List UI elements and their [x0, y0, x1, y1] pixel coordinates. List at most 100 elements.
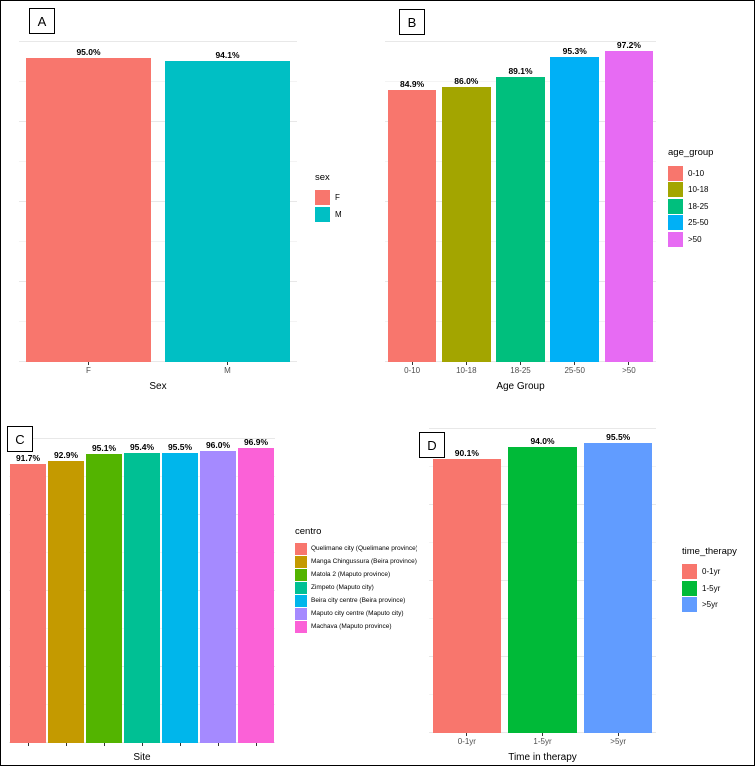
bar-value-label: 95.4% [129, 442, 155, 452]
x-tick-label: 18-25 [510, 366, 531, 375]
bar-value-label: 95.3% [562, 46, 587, 56]
bar-slot: 95.4% [123, 423, 161, 743]
x-axis-ticks [385, 362, 656, 366]
x-tick-label: 0-1yr [457, 737, 476, 746]
legend-item: M [315, 206, 373, 222]
bar-slot: 95.5% [580, 413, 656, 733]
legend-swatch [315, 190, 330, 206]
legend-label: Quelimane city (Quelimane province) [311, 545, 418, 552]
bars: 91.7% 92.9% 95.1% 95.4% 95.5% 96.0% 96.9% [9, 423, 275, 743]
bar-Beira city centre (Beira province) [162, 452, 198, 743]
legend-item: Matola 2 (Maputo province) [295, 568, 417, 581]
bar-value-label: 90.1% [454, 448, 479, 459]
bar-slot: 90.1% [429, 413, 505, 733]
bar-slot: 97.2% [602, 26, 656, 362]
bars: 90.1% 94.0% 95.5% [429, 413, 656, 733]
axis-tick [65, 743, 67, 746]
bars: 95.0% 94.1% [19, 26, 297, 362]
legend-swatch [295, 594, 307, 607]
bar-M [164, 60, 291, 362]
x-tick-label: 25-50 [564, 366, 585, 375]
legend-item: >50 [668, 231, 754, 247]
x-tick-label: >5yr [610, 737, 627, 746]
legend-label: 0-1yr [702, 567, 721, 576]
gridline [385, 41, 656, 42]
legend-swatch [295, 542, 307, 555]
axis-tick [27, 743, 29, 746]
legend-swatch [682, 564, 697, 579]
legend-item: Beira city centre (Beira province) [295, 594, 417, 607]
x-axis-tick-labels: 0-1yr 1-5yr >5yr [429, 737, 656, 749]
legend-swatch [668, 215, 683, 230]
legend-items: Quelimane city (Quelimane province) Manga… [295, 542, 418, 634]
gridlines [19, 26, 297, 362]
x-axis-title: Age Group [496, 381, 545, 392]
panel-C-legend: centro Quelimane city (Quelimane provinc… [283, 394, 418, 765]
legend-label: 0-10 [688, 168, 705, 178]
axis-tick-slot [439, 362, 493, 366]
x-tick-label: M [224, 366, 231, 375]
panel-C-plot: 91.7% 92.9% 95.1% 95.4% 95.5% 96.0% 96.9% Site [1, 394, 283, 765]
panel-C-plot-area: 91.7% 92.9% 95.1% 95.4% 95.5% 96.0% 96.9% [9, 423, 275, 743]
legend-label: >5yr [702, 600, 718, 609]
bar-Maputo city centre (Maputo city) [200, 451, 236, 743]
panel-D-plot-area: 90.1% 94.0% 95.5% [429, 413, 656, 733]
x-axis-tick-labels: 0-10 10-18 18-25 25-50 >50 [385, 366, 656, 378]
bars: 84.9% 86.0% 89.1% 95.3% 97.2% [385, 26, 656, 362]
panel-C-label: C [7, 426, 33, 452]
legend-item: F [315, 190, 373, 206]
bar-slot: 86.0% [439, 26, 493, 362]
x-tick-label: >50 [622, 366, 636, 375]
axis-tick-slot [123, 743, 161, 747]
legend-item: >5yr [682, 597, 754, 612]
axis-tick [227, 362, 228, 365]
axis-tick [217, 743, 219, 746]
x-tick-label: F [86, 366, 91, 375]
panel-D-plot: 90.1% 94.0% 95.5% 0-1yr 1-5yr >5yr Time in t… [417, 394, 668, 765]
axis-tick [179, 743, 181, 746]
axis-tick-slot [19, 362, 158, 366]
bar-slot: 96.9% [237, 423, 275, 743]
panel-A-plot-area: 95.0% 94.1% [19, 26, 297, 362]
panel-B-label: B [399, 9, 425, 35]
axis-tick-slot [493, 362, 547, 366]
bar-0-10 [387, 90, 437, 362]
bar-slot: 89.1% [493, 26, 547, 362]
panel-B-plot: 84.9% 86.0% 89.1% 95.3% 97.2% 0-10 10-18 18-25… [373, 1, 668, 394]
legend-swatch [295, 568, 307, 581]
legend-title: age_group [668, 147, 714, 158]
bar-value-label: 96.9% [243, 437, 269, 448]
bar->50 [604, 51, 654, 362]
legend-swatch [682, 580, 697, 596]
bar-18-25 [496, 76, 545, 362]
legend-item: Maputo city centre (Maputo city) [295, 607, 417, 620]
bar-slot: 94.1% [158, 26, 297, 362]
panel-B: B 84.9% 86.0% 89.1% 95.3% 97.2% 0-10 10-18 18-… [373, 1, 754, 394]
x-axis-title: Site [133, 752, 151, 763]
panel-D: D 90.1% 94.0% 95.5% 0-1yr 1-5yr >5yr Time in… [417, 394, 754, 765]
bar-value-label: 92.9% [53, 449, 79, 460]
axis-tick [103, 743, 105, 746]
bar-slot: 84.9% [385, 26, 439, 362]
axis-tick-slot [580, 733, 656, 737]
legend-swatch [295, 620, 307, 633]
legend-title: centro [295, 525, 322, 537]
bar-value-label: 95.0% [76, 47, 101, 57]
panel-D-legend: time_therapy 0-1yr 1-5yr >5yr [668, 394, 754, 765]
legend-swatch [295, 555, 307, 568]
x-axis-ticks [429, 733, 656, 737]
bar-value-label: 84.9% [400, 79, 425, 90]
axis-tick-slot [9, 743, 47, 747]
legend-items: 0-10 10-18 18-25 25-50 >50 [668, 164, 754, 248]
panel-C: C 91.7% 92.9% 95.1% 95.4% 95.5% 96.0% 96.9% Si… [1, 394, 418, 765]
panel-B-plot-area: 84.9% 86.0% 89.1% 95.3% 97.2% [385, 26, 656, 362]
bar-value-label: 94.1% [215, 49, 240, 60]
legend-title: time_therapy [682, 545, 737, 557]
legend-label: M [335, 209, 342, 219]
legend-swatch [668, 165, 683, 181]
bar-Zimpeto (Maputo city) [124, 453, 160, 743]
legend-label: 18-25 [688, 201, 709, 211]
